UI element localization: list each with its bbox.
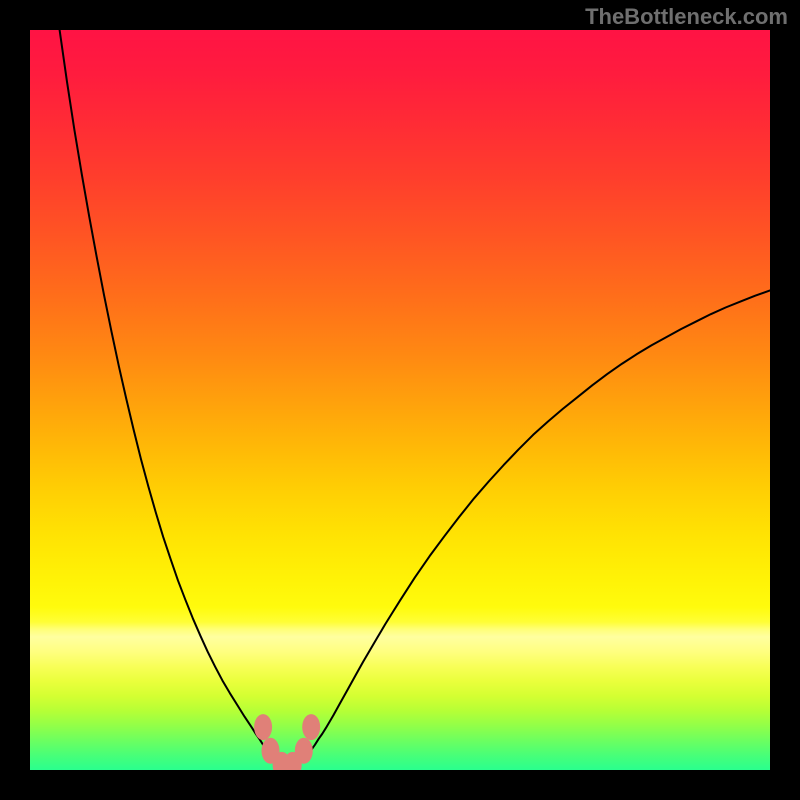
- chart-plot-area: [30, 30, 770, 770]
- valley-marker: [254, 714, 272, 740]
- valley-marker: [295, 738, 313, 764]
- bottleneck-curve-chart: [30, 30, 770, 770]
- valley-marker: [302, 714, 320, 740]
- gradient-background: [30, 30, 770, 770]
- watermark-text: TheBottleneck.com: [585, 4, 788, 30]
